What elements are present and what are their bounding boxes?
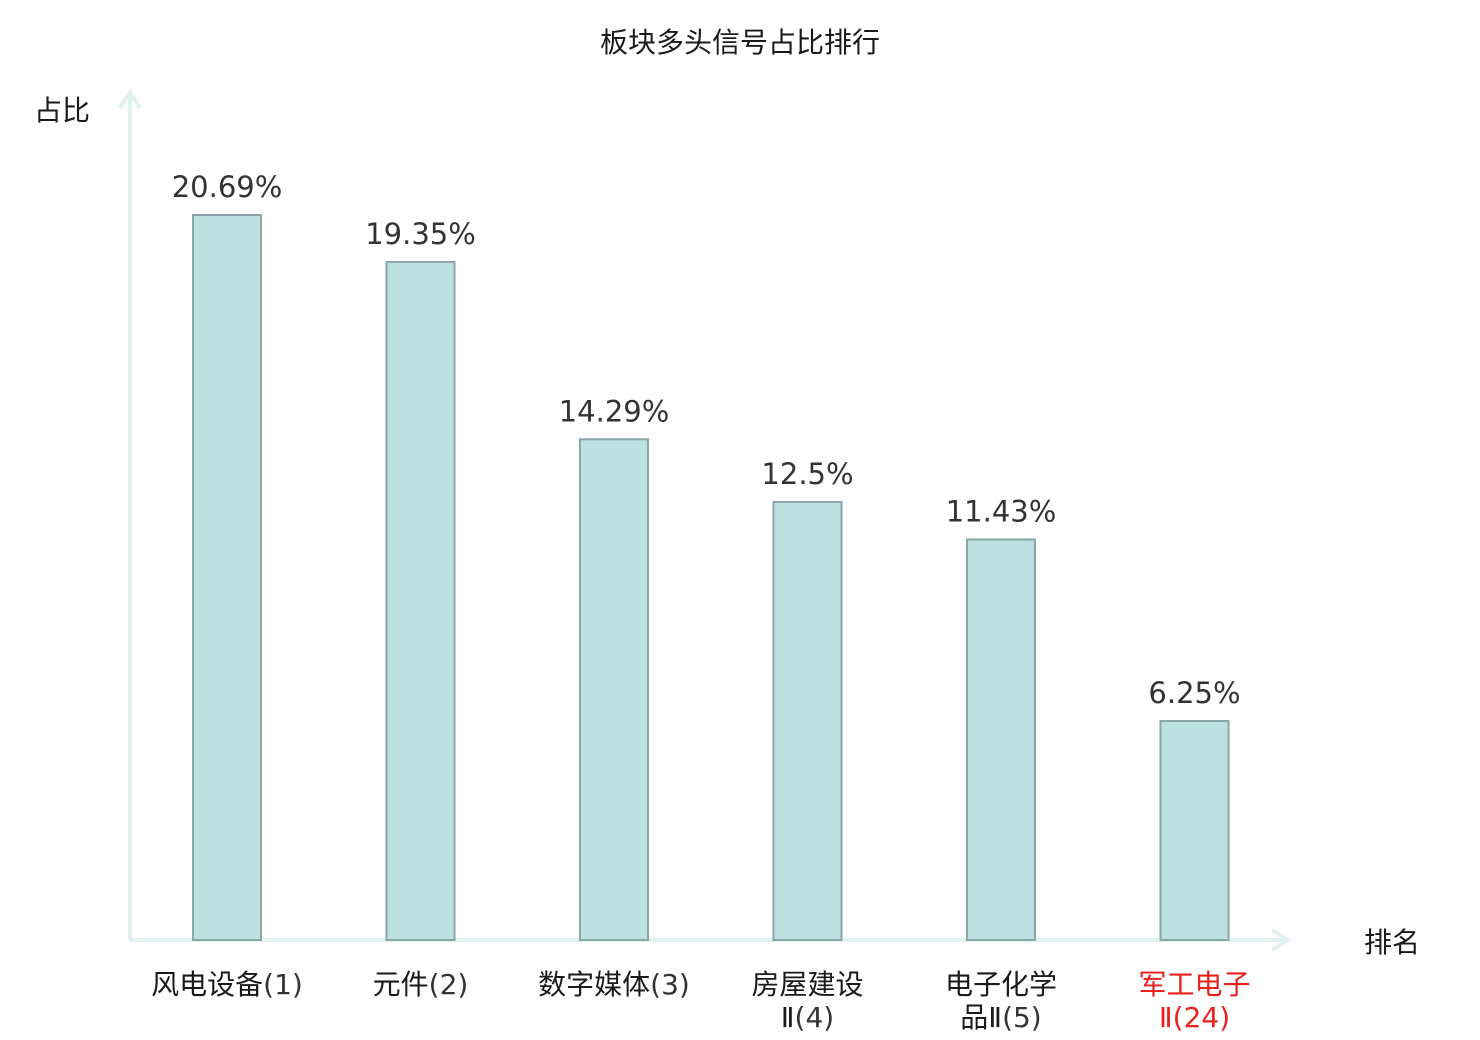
value-labels-group: 20.69% 19.35% 14.29% 12.5% 11.43% 6.25% [172, 170, 1241, 710]
category-rank: (5) [1002, 1001, 1042, 1034]
bar [772, 500, 843, 941]
bar [192, 213, 262, 941]
category-label: 数字媒体(3) [538, 968, 690, 1001]
category-rank: (3) [650, 968, 690, 1001]
value-label: 14.29% [559, 394, 670, 428]
category-name: 元件 [373, 968, 429, 1001]
value-label: 6.25% [1148, 676, 1240, 710]
category-rank: (4) [795, 1001, 835, 1034]
category-name: 风电设备 [151, 968, 263, 1001]
category-label: 电子化学品Ⅱ(5) [945, 968, 1057, 1034]
category-name: 房屋建设 [751, 968, 863, 1001]
x-axis-arrow [1270, 928, 1292, 952]
category-rank: (24) [1173, 1001, 1230, 1034]
bar [1159, 719, 1230, 942]
category-labels-group: 风电设备(1) 元件(2) 数字媒体(3) 房屋建设 Ⅱ(4)电子化学品Ⅱ(5)军工电子… [151, 968, 1250, 1034]
chart-title: 板块多头信号占比排行 [600, 26, 880, 59]
category-label: 军工电子 Ⅱ(24) [1138, 968, 1250, 1034]
bar [579, 438, 649, 941]
category-name: 军工电子 [1138, 968, 1250, 1001]
category-label: 风电设备(1) [151, 968, 303, 1001]
bars-group [192, 213, 1230, 942]
category-label: 元件(2) [373, 968, 469, 1001]
category-rank: (1) [263, 968, 303, 1001]
value-label: 12.5% [761, 457, 853, 491]
value-label: 19.35% [365, 217, 476, 251]
value-label: 11.43% [946, 494, 1057, 528]
category-name: 品Ⅱ [960, 1001, 1002, 1034]
category-rank: (2) [429, 968, 469, 1001]
axes [118, 88, 1292, 952]
value-label: 20.69% [172, 170, 283, 204]
bar [966, 538, 1036, 941]
y-axis-arrow [118, 88, 142, 110]
category-name: 数字媒体 [538, 968, 650, 1001]
y-axis-label: 占比 [34, 94, 90, 127]
bar [385, 260, 456, 941]
category-label: 房屋建设 Ⅱ(4) [751, 968, 863, 1034]
category-name: Ⅱ [1159, 1001, 1173, 1034]
category-name: Ⅱ [781, 1001, 795, 1034]
x-axis-label: 排名 [1364, 926, 1420, 959]
category-name: 电子化学 [945, 968, 1057, 1001]
